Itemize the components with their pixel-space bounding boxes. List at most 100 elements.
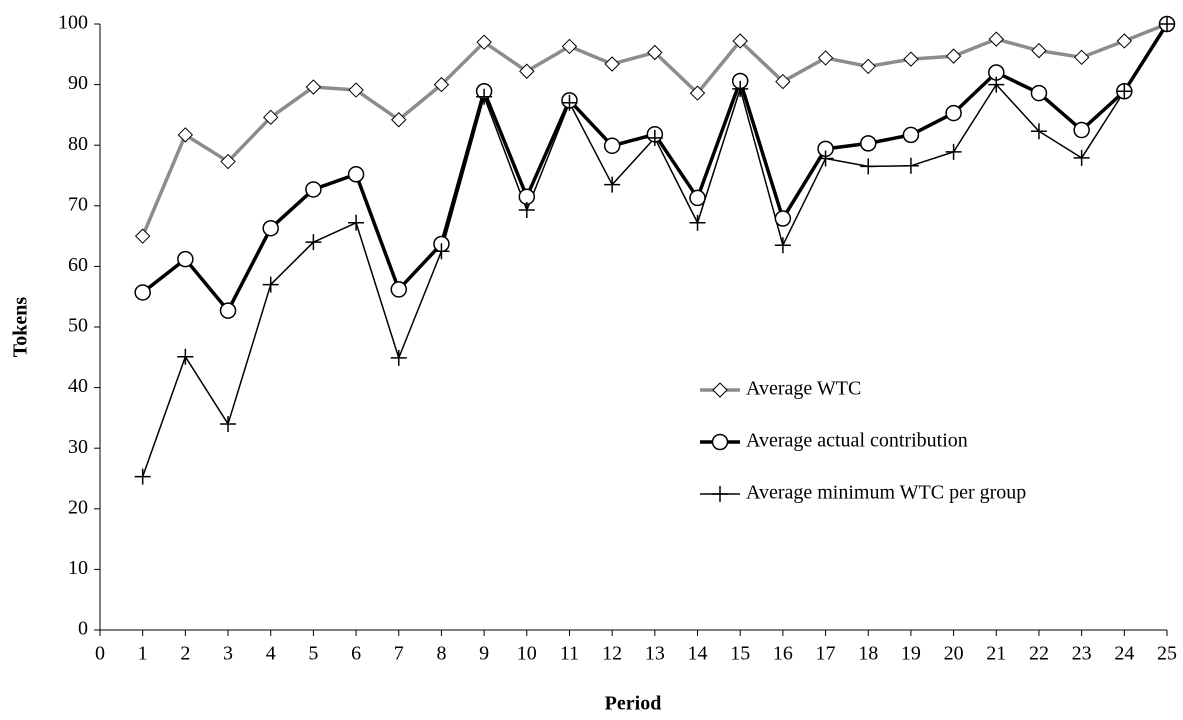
point [774, 237, 791, 254]
point [433, 76, 450, 93]
x-tick-label: 22 [1029, 643, 1049, 665]
point [262, 276, 279, 293]
x-tick-label: 3 [223, 643, 233, 665]
x-tick-label: 9 [479, 643, 489, 665]
point [518, 202, 535, 219]
legend-marker [712, 382, 728, 398]
y-tick-label: 10 [68, 557, 88, 579]
point [220, 415, 237, 432]
point [219, 302, 237, 319]
point [561, 94, 578, 111]
x-tick-label: 15 [730, 643, 750, 665]
point [177, 127, 194, 143]
point [347, 166, 365, 183]
point [732, 80, 749, 97]
x-tick-label: 17 [816, 643, 836, 665]
x-tick-label: 23 [1072, 643, 1092, 665]
point [518, 188, 536, 205]
point [476, 88, 493, 105]
point [348, 82, 364, 98]
point [945, 48, 962, 64]
legend-label: Average actual contribution [746, 430, 968, 452]
x-tick-label: 21 [986, 643, 1006, 665]
point [433, 243, 450, 260]
x-axis-title: Period [605, 693, 662, 715]
y-tick-label: 30 [68, 436, 88, 458]
point [220, 153, 236, 170]
point [1073, 121, 1090, 139]
point [689, 214, 706, 231]
point [945, 104, 962, 122]
point [988, 76, 1005, 93]
point [646, 129, 663, 146]
legend-marker [711, 433, 729, 451]
point [390, 349, 407, 366]
series-line [141, 23, 1168, 477]
point [903, 51, 919, 67]
x-tick-label: 8 [436, 643, 446, 665]
x-tick-label: 20 [944, 643, 964, 665]
point [390, 281, 408, 298]
point [775, 73, 791, 90]
point [647, 44, 663, 61]
point [134, 468, 151, 485]
point [1030, 123, 1047, 140]
y-axis-title: Tokens [10, 297, 32, 358]
point [817, 50, 834, 66]
x-tick-label: 1 [138, 643, 148, 665]
x-tick-label: 0 [95, 643, 105, 665]
point [177, 250, 194, 268]
point [860, 158, 877, 175]
y-tick-label: 80 [68, 133, 88, 155]
point [177, 348, 194, 365]
y-tick-label: 0 [78, 618, 88, 640]
point [519, 63, 535, 79]
point [1159, 16, 1175, 32]
y-tick-label: 20 [68, 496, 88, 518]
point [1116, 83, 1133, 100]
point [305, 79, 322, 95]
x-tick-label: 13 [645, 643, 665, 665]
point [859, 135, 877, 152]
point [1073, 149, 1090, 166]
point [1031, 42, 1047, 59]
point [603, 137, 621, 155]
point [561, 38, 578, 55]
x-tick-label: 11 [560, 643, 579, 665]
x-tick-label: 2 [180, 643, 190, 665]
point [604, 56, 620, 72]
point [945, 143, 962, 160]
y-tick-label: 50 [68, 315, 88, 337]
point [604, 176, 621, 193]
point [689, 85, 706, 101]
point [902, 157, 919, 174]
point [817, 150, 834, 167]
x-tick-label: 5 [308, 643, 318, 665]
x-tick-label: 16 [773, 643, 793, 665]
point [305, 234, 322, 251]
y-tick-label: 90 [68, 72, 88, 94]
point [902, 126, 920, 144]
y-tick-label: 60 [68, 254, 88, 276]
y-tick-label: 100 [58, 12, 88, 34]
series-line [141, 23, 1169, 313]
legend-label: Average minimum WTC per group [746, 482, 1026, 504]
x-tick-label: 6 [351, 643, 361, 665]
point [263, 109, 279, 126]
x-tick-label: 10 [517, 643, 537, 665]
point [1073, 49, 1090, 66]
x-tick-label: 18 [858, 643, 878, 665]
point [305, 181, 322, 198]
x-tick-label: 19 [901, 643, 921, 665]
point [348, 214, 365, 231]
y-tick-label: 40 [68, 375, 88, 397]
legend-marker [712, 486, 728, 502]
point [1030, 84, 1048, 102]
point [774, 210, 792, 227]
x-tick-label: 25 [1157, 643, 1177, 665]
point [732, 33, 748, 49]
point [134, 284, 151, 301]
point [476, 34, 492, 50]
